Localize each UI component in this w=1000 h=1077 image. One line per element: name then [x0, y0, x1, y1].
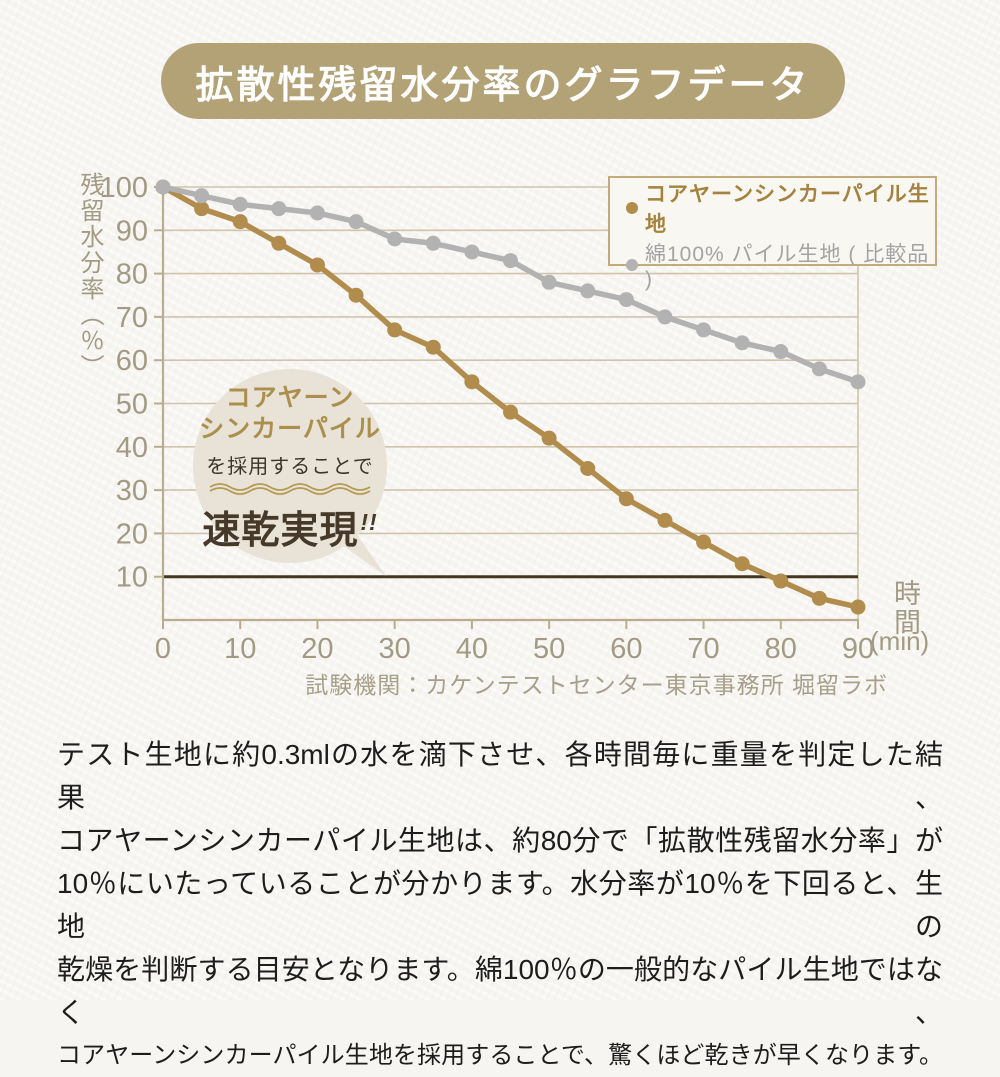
data-point — [155, 179, 171, 195]
data-point — [773, 573, 789, 589]
data-point — [618, 292, 634, 308]
data-point — [425, 235, 441, 251]
data-point — [271, 235, 287, 251]
wavy-divider-icon — [209, 482, 371, 495]
legend-marker-compare-icon — [626, 259, 638, 271]
data-point — [773, 344, 789, 360]
data-point — [541, 430, 557, 446]
legend-label-compare: 綿100% パイル生地 ( 比較品 ) — [645, 243, 930, 291]
x-tick-label: 20 — [301, 633, 333, 665]
data-point — [657, 309, 673, 325]
y-tick-label: 50 — [116, 389, 148, 421]
x-tick-label: 50 — [533, 633, 565, 665]
x-tick-label: 30 — [379, 633, 411, 665]
x-tick-label: 40 — [456, 633, 488, 665]
data-point — [348, 287, 364, 303]
paragraph-line: 乾燥を判断する目安となります。綿100％の一般的なパイル生地ではなく、 — [57, 954, 943, 1028]
page-title: 拡散性残留水分率のグラフデータ — [195, 64, 811, 107]
data-point — [194, 201, 210, 217]
data-point — [580, 283, 596, 299]
x-tick-label: 70 — [687, 633, 719, 665]
data-point — [232, 196, 248, 212]
bubble-line-3: を採用することで — [206, 455, 374, 478]
paragraph-line: テスト生地に約0.3mlの水を滴下させ、各時間毎に重量を判定した結果、 — [57, 739, 943, 813]
data-point — [657, 512, 673, 528]
data-point — [348, 214, 364, 230]
chart-legend: コアヤーンシンカーパイル生地 綿100% パイル生地 ( 比較品 ) — [608, 176, 937, 291]
data-point — [541, 274, 557, 290]
data-point — [194, 188, 210, 204]
data-point — [696, 534, 712, 550]
test-institution-caption: 試験機関：カケンテストセンター東京事務所 堀留ラボ — [305, 672, 888, 698]
legend-item-compare: 綿100% パイル生地 ( 比較品 ) — [626, 238, 935, 292]
speech-bubble-content: コアヤーン シンカーパイル を採用することで 速乾実現!! — [193, 369, 387, 565]
description-paragraph: テスト生地に約0.3mlの水を滴下させ、各時間毎に重量を判定した結果、 コアヤー… — [57, 733, 943, 1077]
paragraph-line: コアヤーンシンカーパイル生地は、約80分で「拡散性残留水分率」が — [57, 825, 943, 856]
bubble-line-1: コアヤーン — [225, 383, 355, 412]
data-point — [811, 361, 827, 377]
paragraph-line: コアヤーンシンカーパイル生地を採用することで、驚くほど乾きが早くなります。 — [57, 1042, 943, 1069]
data-point — [309, 205, 325, 221]
y-tick-label: 10 — [116, 562, 148, 594]
data-point — [464, 244, 480, 260]
x-tick-label: 60 — [610, 633, 642, 665]
y-tick-label: 80 — [116, 259, 148, 291]
legend-item-main: コアヤーンシンカーパイル生地 — [626, 178, 935, 238]
legend-marker-main-icon — [626, 202, 638, 214]
x-tick-label: 0 — [155, 633, 171, 665]
data-point — [734, 556, 750, 572]
data-point — [811, 590, 827, 606]
x-tick-label: 10 — [224, 633, 256, 665]
data-point — [696, 322, 712, 338]
data-point — [503, 404, 518, 420]
data-point — [309, 257, 325, 273]
data-point — [232, 214, 248, 230]
bubble-line-2: シンカーパイル — [199, 414, 381, 443]
data-point — [387, 322, 403, 338]
y-tick-label: 20 — [116, 518, 148, 550]
y-tick-label: 30 — [116, 475, 148, 507]
y-tick-label: 60 — [116, 345, 148, 377]
y-axis-title: 残留水分率（％） — [76, 172, 103, 380]
x-axis-unit: (min) — [870, 626, 930, 656]
y-tick-label: 40 — [116, 432, 148, 464]
data-point — [850, 374, 866, 390]
x-tick-label: 80 — [765, 633, 797, 665]
y-tick-label: 90 — [116, 215, 148, 247]
data-point — [503, 253, 518, 269]
title-banner: 拡散性残留水分率のグラフデータ — [161, 43, 845, 119]
legend-label-main: コアヤーンシンカーパイル生地 — [645, 183, 930, 236]
y-tick-label: 70 — [116, 302, 148, 334]
bubble-headline: 速乾実現!! — [202, 508, 378, 552]
double-exclamation: !! — [360, 508, 378, 535]
paragraph-line: 10％にいたっていることが分かります。水分率が10％を下回ると、生地の — [57, 868, 943, 942]
data-point — [734, 335, 750, 351]
data-point — [618, 491, 634, 507]
data-point — [464, 374, 480, 390]
data-point — [387, 231, 403, 247]
data-point — [850, 599, 866, 615]
data-point — [425, 339, 441, 355]
data-point — [580, 460, 596, 476]
data-point — [271, 201, 287, 217]
